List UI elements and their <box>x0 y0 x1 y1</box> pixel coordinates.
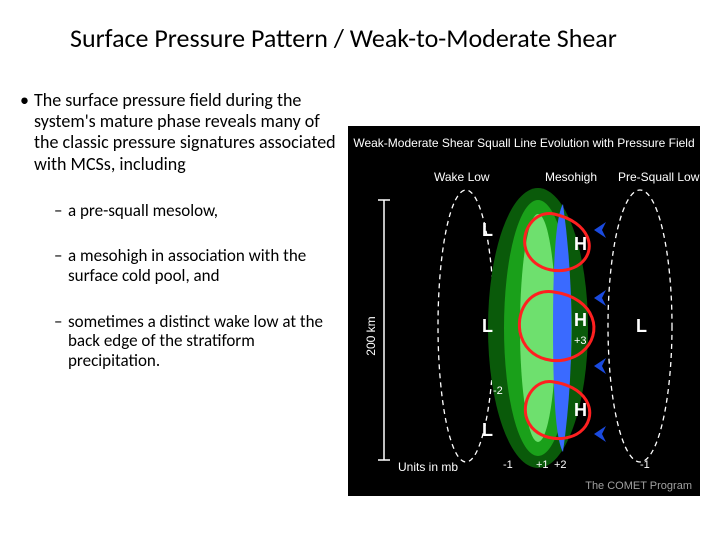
svg-text:-1: -1 <box>640 459 650 471</box>
mesohigh-label: Mesohigh <box>545 170 597 184</box>
sub-bullet-list: a pre-squall mesolow, a mesohigh in asso… <box>54 201 336 370</box>
sub-bullet: a mesohigh in association with the surfa… <box>54 246 336 285</box>
svg-text:-1: -1 <box>503 459 513 471</box>
scale-text: 200 km <box>364 316 378 355</box>
squall-line-diagram: Weak-Moderate Shear Squall Line Evolutio… <box>348 126 700 496</box>
svg-text:+1: +1 <box>536 459 549 471</box>
content-column: The surface pressure field during the sy… <box>16 90 336 396</box>
sub-bullet: sometimes a distinct wake low at the bac… <box>54 312 336 371</box>
main-bullet: The surface pressure field during the sy… <box>20 90 336 175</box>
presquall-label: Pre-Squall Low <box>618 170 699 184</box>
diagram-title: Weak-Moderate Shear Squall Line Evolutio… <box>348 136 700 150</box>
svg-text:-2: -2 <box>493 385 503 397</box>
marker-H: H <box>574 310 587 330</box>
slide-title: Surface Pressure Pattern / Weak-to-Moder… <box>70 22 700 54</box>
svg-text:+2: +2 <box>554 459 567 471</box>
marker-H: H <box>574 400 587 420</box>
marker-H: H <box>574 234 587 254</box>
diagram-credit: The COMET Program <box>585 480 692 492</box>
svg-text:+3: +3 <box>574 335 587 347</box>
inflow-arrows <box>594 222 606 442</box>
wake-low-label: Wake Low <box>434 170 490 184</box>
marker-L: L <box>482 420 493 440</box>
marker-L: L <box>482 220 493 240</box>
sub-bullet: a pre-squall mesolow, <box>54 201 336 221</box>
units-label: Units in mb <box>398 460 458 474</box>
marker-L: L <box>636 316 647 336</box>
marker-L: L <box>482 316 493 336</box>
scale-bar: 200 km <box>364 200 390 460</box>
